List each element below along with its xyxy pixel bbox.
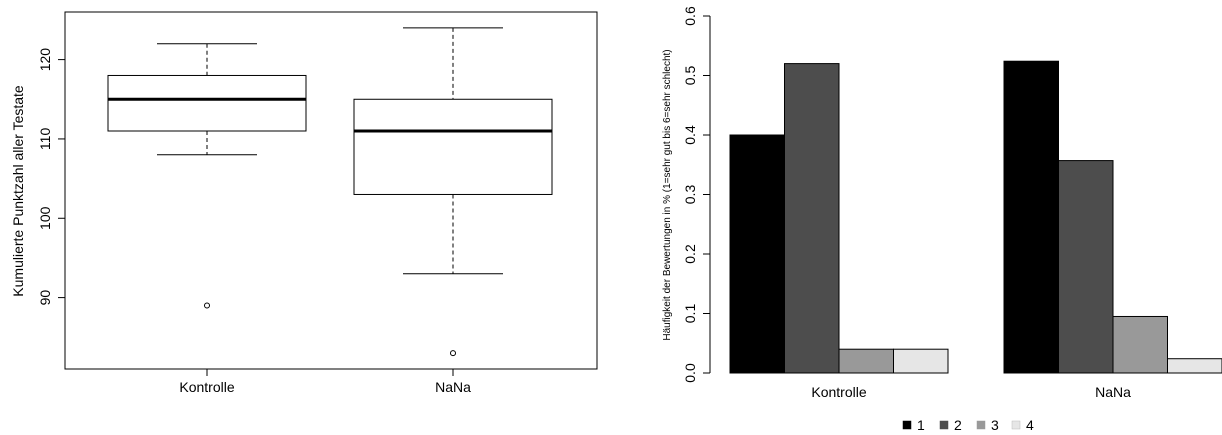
y-tick-label: 0.0	[682, 363, 698, 383]
y-tick-label: 0.2	[682, 244, 698, 264]
iqr-box	[353, 98, 553, 195]
boxes	[107, 27, 553, 357]
bar-series-1	[1003, 60, 1059, 374]
y-tick-label: 0.4	[682, 125, 698, 145]
legend-item-2: 2	[939, 417, 962, 433]
box-kontrolle	[107, 43, 307, 309]
iqr-box	[107, 74, 307, 132]
legend-item-3: 3	[976, 417, 999, 433]
bars	[729, 60, 1222, 374]
y-tick-label: 90	[37, 290, 53, 306]
bar-series-3	[1112, 315, 1168, 374]
bar-series-2	[784, 63, 840, 374]
bar-group-nana	[1003, 60, 1222, 374]
bar-series-4	[893, 348, 949, 374]
outlier-point	[204, 302, 210, 309]
x-axis: Kontrolle NaNa	[811, 384, 1131, 400]
box-nana	[353, 27, 553, 357]
bar-series-1	[729, 134, 785, 374]
legend-item-4: 4	[1011, 417, 1034, 433]
bar-group-kontrolle	[729, 63, 949, 374]
x-axis: Kontrolle NaNa	[179, 368, 471, 395]
legend-label: 4	[1026, 417, 1034, 433]
legend-label: 1	[917, 417, 925, 433]
legend-swatch	[902, 420, 912, 430]
y-tick-label: 120	[37, 48, 53, 72]
y-tick-label: 100	[37, 206, 53, 230]
y-tick-label: 110	[37, 128, 53, 151]
bar-series-4	[1167, 358, 1222, 374]
legend-swatch	[1011, 420, 1021, 430]
y-tick-label: 0.6	[682, 6, 698, 26]
y-axis-label: Häufigkeit der Bewertungen in % (1=sehr …	[662, 49, 673, 340]
legend-swatch	[939, 420, 949, 430]
bar-series-2	[1058, 160, 1114, 374]
legend-swatch	[976, 420, 986, 430]
y-axis: 90 100 110 120	[37, 48, 66, 306]
x-category-label: Kontrolle	[811, 384, 866, 400]
legend-item-1: 1	[902, 417, 925, 433]
legend-label: 3	[991, 417, 999, 433]
legend-label: 2	[954, 417, 962, 433]
y-axis: 0.0 0.1 0.2 0.3 0.4 0.5 0.6	[682, 6, 711, 383]
x-tick-label: NaNa	[435, 379, 471, 395]
x-category-label: NaNa	[1095, 384, 1131, 400]
legend: 1 2 3 4	[902, 417, 1034, 433]
y-tick-label: 0.1	[682, 304, 698, 324]
bar-chart: Häufigkeit der Bewertungen in % (1=sehr …	[662, 6, 1222, 433]
outlier-point	[450, 350, 456, 357]
y-axis-label: Kumulierte Punktzahl aller Testate	[10, 85, 26, 297]
bar-series-3	[838, 348, 894, 374]
boxplot-chart: Kumulierte Punktzahl aller Testate 90 100…	[10, 11, 598, 395]
x-tick-label: Kontrolle	[179, 379, 234, 395]
y-tick-label: 0.3	[682, 185, 698, 205]
y-tick-label: 0.5	[682, 66, 698, 86]
